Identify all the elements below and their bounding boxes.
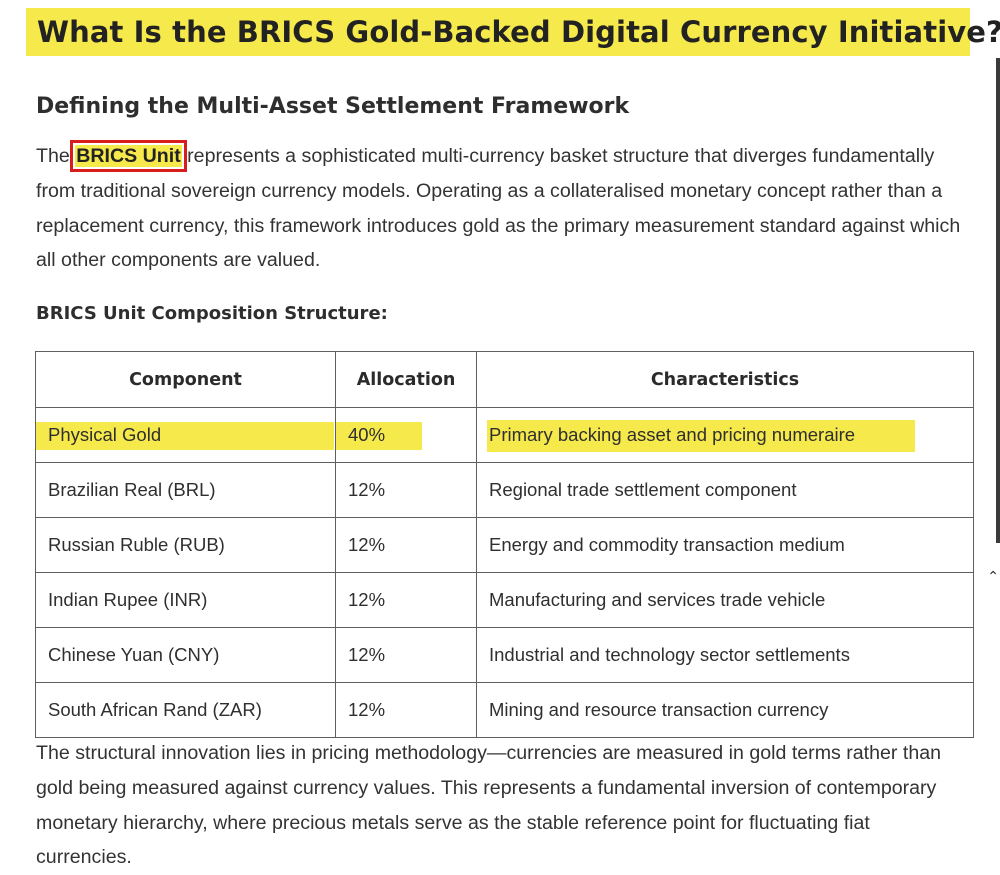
cell-component: Brazilian Real (BRL) bbox=[35, 462, 336, 518]
table-caption: BRICS Unit Composition Structure: bbox=[36, 303, 388, 324]
header-allocation: Allocation bbox=[335, 351, 477, 408]
cell-allocation: 40% bbox=[335, 407, 477, 463]
cell-characteristics: Industrial and technology sector settlem… bbox=[476, 627, 974, 683]
edge-glyph: ⌃ bbox=[987, 568, 999, 584]
header-characteristics: Characteristics bbox=[476, 351, 974, 408]
table-row: Russian Ruble (RUB) 12% Energy and commo… bbox=[35, 517, 974, 573]
closing-paragraph: The structural innovation lies in pricin… bbox=[36, 742, 942, 869]
scrollbar[interactable] bbox=[996, 58, 1000, 543]
cell-component-text: Physical Gold bbox=[48, 424, 162, 445]
row-highlight bbox=[36, 422, 334, 450]
cell-allocation: 12% bbox=[335, 517, 477, 573]
cell-allocation: 12% bbox=[335, 462, 477, 518]
table-header-row: Component Allocation Characteristics bbox=[35, 351, 974, 408]
cell-allocation: 12% bbox=[335, 682, 477, 738]
cell-component: South African Rand (ZAR) bbox=[35, 682, 336, 738]
intro-prefix: The bbox=[36, 145, 76, 167]
table-row: South African Rand (ZAR) 12% Mining and … bbox=[35, 682, 974, 738]
table-row: Chinese Yuan (CNY) 12% Industrial and te… bbox=[35, 627, 974, 683]
title-highlight bbox=[26, 8, 970, 56]
cell-allocation: 12% bbox=[335, 572, 477, 628]
row-highlight bbox=[487, 420, 915, 452]
cell-component: Physical Gold bbox=[35, 407, 336, 463]
table-row: Physical Gold 40% Primary backing asset … bbox=[35, 407, 974, 463]
cell-characteristics-text: Primary backing asset and pricing numera… bbox=[489, 424, 856, 445]
cell-characteristics: Energy and commodity transaction medium bbox=[476, 517, 974, 573]
header-component: Component bbox=[35, 351, 336, 408]
table-row: Brazilian Real (BRL) 12% Regional trade … bbox=[35, 462, 974, 518]
highlighted-term-brics-unit: BRICS Unit bbox=[70, 140, 187, 172]
cell-allocation: 12% bbox=[335, 627, 477, 683]
cell-characteristics: Mining and resource transaction currency bbox=[476, 682, 974, 738]
cell-characteristics: Manufacturing and services trade vehicle bbox=[476, 572, 974, 628]
cell-allocation-text: 40% bbox=[348, 424, 386, 445]
intro-body: represents a sophisticated multi-currenc… bbox=[36, 145, 961, 272]
cell-component: Chinese Yuan (CNY) bbox=[35, 627, 336, 683]
intro-paragraph: The BRICS Unit represents a sophisticate… bbox=[36, 139, 966, 278]
page-title: What Is the BRICS Gold-Backed Digital Cu… bbox=[37, 15, 1000, 49]
composition-table: Component Allocation Characteristics Phy… bbox=[35, 351, 974, 738]
cell-characteristics: Regional trade settlement component bbox=[476, 462, 974, 518]
section-heading: Defining the Multi-Asset Settlement Fram… bbox=[36, 94, 630, 119]
row-highlight bbox=[336, 422, 422, 450]
cell-component: Russian Ruble (RUB) bbox=[35, 517, 336, 573]
cell-component: Indian Rupee (INR) bbox=[35, 572, 336, 628]
cell-characteristics: Primary backing asset and pricing numera… bbox=[476, 407, 974, 463]
table-row: Indian Rupee (INR) 12% Manufacturing and… bbox=[35, 572, 974, 628]
